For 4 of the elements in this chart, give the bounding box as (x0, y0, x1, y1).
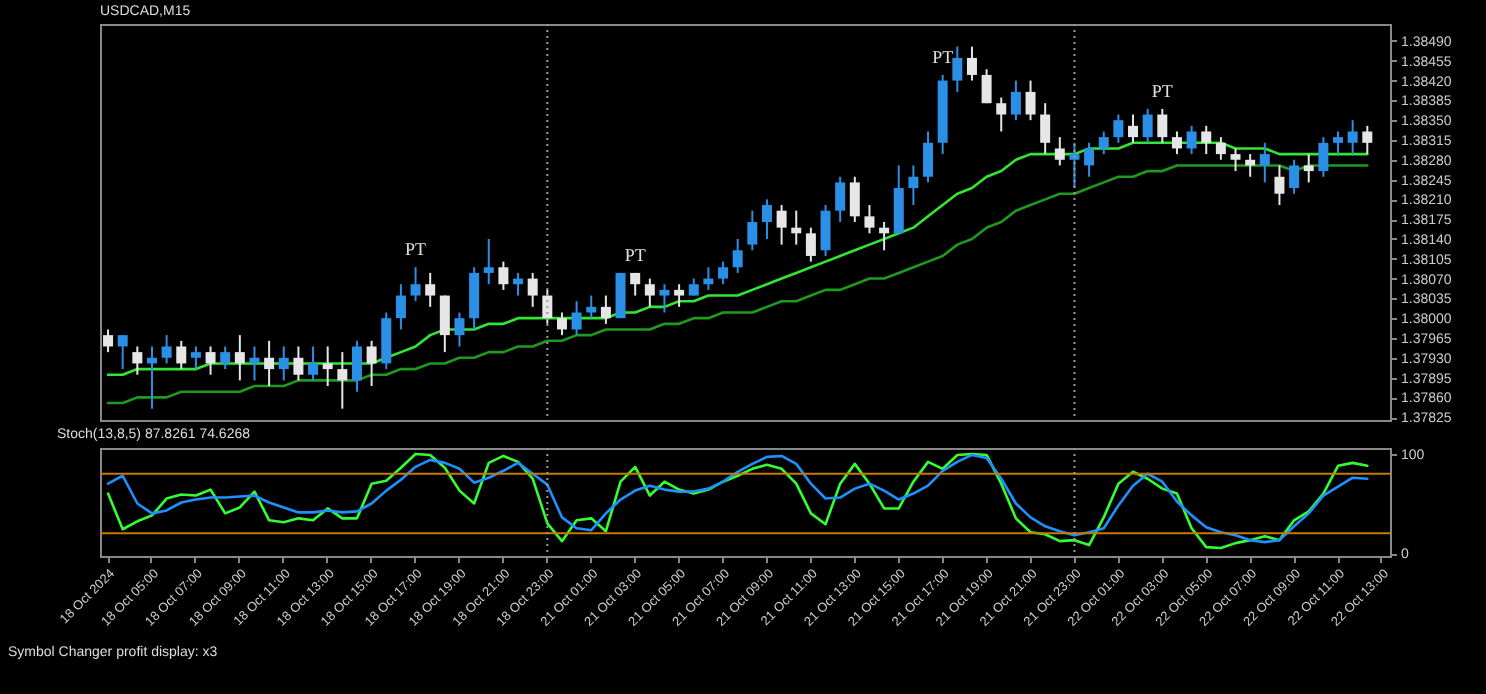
annotation: PT (624, 244, 647, 265)
annotation: PT (405, 239, 428, 260)
annotation: PT (1151, 80, 1174, 101)
annotation: PT (932, 46, 955, 67)
